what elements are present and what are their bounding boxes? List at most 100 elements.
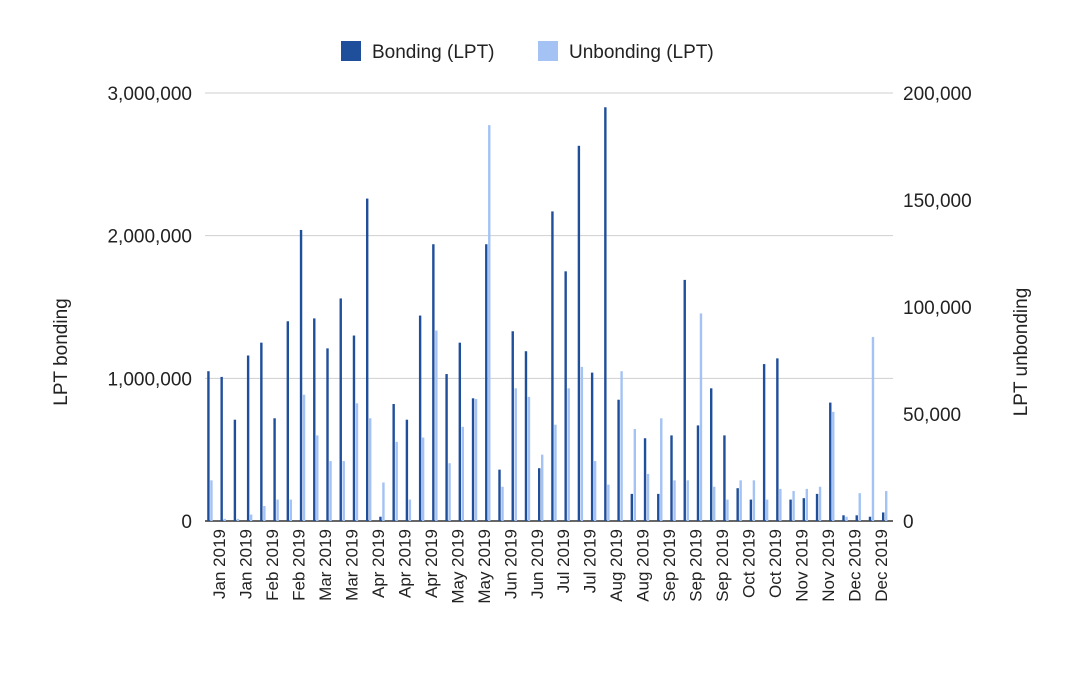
unbonding-bar xyxy=(580,366,584,521)
bonding-bar xyxy=(710,388,713,521)
left-tick-label: 3,000,000 xyxy=(107,84,192,105)
legend-label-unbonding: Unbonding (LPT) xyxy=(569,42,714,63)
unbonding-bar xyxy=(527,396,531,521)
left-tick-label: 0 xyxy=(181,512,192,533)
bonding-bar xyxy=(485,244,488,521)
unbonding-bar xyxy=(832,411,835,521)
bonding-bar xyxy=(868,516,872,521)
x-tick-label: Dec 2019 xyxy=(872,529,891,602)
bonding-bar xyxy=(246,355,250,521)
bonding-bar xyxy=(299,229,303,521)
left-tick-label: 2,000,000 xyxy=(107,227,192,248)
unbonding-bar xyxy=(514,388,517,521)
x-tick-label: Apr 2019 xyxy=(369,529,388,598)
x-tick-label: Jun 2019 xyxy=(501,529,520,599)
bonding-bar xyxy=(564,271,567,521)
x-tick-label: Oct 2019 xyxy=(739,529,758,598)
bonding-bar xyxy=(220,376,223,521)
bonding-bar xyxy=(696,425,700,521)
bonding-bar xyxy=(842,515,845,521)
unbonding-bar xyxy=(435,330,438,521)
unbonding-bar xyxy=(488,125,491,521)
unbonding-bar xyxy=(805,488,809,521)
unbonding-bar xyxy=(752,480,756,521)
bonding-bar xyxy=(670,435,673,521)
unbonding-bar xyxy=(858,493,861,521)
bonding-bar xyxy=(789,499,792,521)
unbonding-bar xyxy=(726,499,729,521)
bonding-bar xyxy=(590,372,594,521)
bonding-bar xyxy=(207,371,210,521)
unbonding-bar xyxy=(554,424,557,521)
bonding-bar xyxy=(657,493,660,521)
unbonding-bar xyxy=(686,480,689,521)
x-tick-label: Oct 2019 xyxy=(766,529,785,598)
bonding-bar xyxy=(617,399,620,521)
x-tick-label: May 2019 xyxy=(475,529,494,604)
bonding-bar xyxy=(604,107,607,522)
unbonding-bar xyxy=(739,480,742,521)
right-tick-label: 0 xyxy=(903,512,914,533)
bonding-bar xyxy=(273,418,276,521)
unbonding-bar xyxy=(501,486,504,521)
unbonding-bar xyxy=(699,313,703,521)
left-tick-label: 1,000,000 xyxy=(107,369,192,390)
bonding-bar xyxy=(683,279,686,521)
x-tick-label: Feb 2019 xyxy=(290,529,309,601)
unbonding-bar xyxy=(408,499,412,521)
legend-swatch-unbonding xyxy=(538,41,558,61)
unbonding-bar xyxy=(792,491,795,521)
bonding-bar xyxy=(379,516,382,521)
gridlines xyxy=(205,92,893,522)
unbonding-bar xyxy=(263,506,266,521)
bonding-bar xyxy=(432,244,435,521)
bonding-bar xyxy=(749,499,753,521)
unbonding-bar xyxy=(355,403,359,521)
unbonding-bar xyxy=(329,461,332,521)
x-tick-label: Aug 2019 xyxy=(634,529,653,602)
unbonding-bar xyxy=(818,486,822,521)
unbonding-bar xyxy=(382,482,385,521)
right-axis-ticks: 0 50,000 100,000 150,000 200,000 xyxy=(903,84,972,533)
x-tick-label: Sep 2019 xyxy=(687,529,706,602)
x-tick-label: Apr 2019 xyxy=(422,529,441,598)
bonding-bar xyxy=(736,488,739,521)
unbonding-bar xyxy=(845,516,848,521)
unbonding-bar xyxy=(593,461,597,521)
unbonding-bar xyxy=(885,491,888,521)
unbonding-bar xyxy=(567,388,570,521)
x-tick-label: Sep 2019 xyxy=(660,529,679,602)
bonding-bar xyxy=(366,198,369,521)
x-tick-label: Nov 2019 xyxy=(792,529,811,602)
left-axis-title: LPT bonding xyxy=(51,298,72,405)
bonding-bar xyxy=(471,398,475,521)
unbonding-bar xyxy=(620,371,623,521)
bonding-bar xyxy=(445,374,448,521)
bonding-bar xyxy=(418,315,422,521)
bonding-bar xyxy=(498,469,501,521)
unbonding-bar xyxy=(342,461,345,521)
bonding-bar xyxy=(524,351,528,521)
x-tick-label: Sep 2019 xyxy=(713,529,732,602)
bonding-bar xyxy=(551,211,554,521)
unbonding-bar xyxy=(646,473,650,521)
unbonding-bar xyxy=(474,399,478,521)
bonding-bar xyxy=(286,321,290,521)
bonding-bar xyxy=(855,515,858,521)
unbonding-bar xyxy=(369,418,372,521)
bonding-bar xyxy=(630,493,634,521)
right-tick-label: 100,000 xyxy=(903,298,972,319)
legend: Bonding (LPT) Unbonding (LPT) xyxy=(341,41,714,63)
unbonding-bar xyxy=(276,499,279,521)
bonding-bar xyxy=(577,145,581,521)
right-tick-label: 50,000 xyxy=(903,405,961,426)
unbonding-bar xyxy=(673,480,676,521)
unbonding-bar xyxy=(607,484,610,521)
right-tick-label: 200,000 xyxy=(903,84,972,105)
bonding-bar xyxy=(882,512,885,521)
x-tick-label: Feb 2019 xyxy=(263,529,282,601)
x-tick-label: Jul 2019 xyxy=(554,529,573,593)
unbonding-bar xyxy=(871,336,875,521)
unbonding-bar xyxy=(633,428,637,521)
unbonding-bar xyxy=(713,486,716,521)
